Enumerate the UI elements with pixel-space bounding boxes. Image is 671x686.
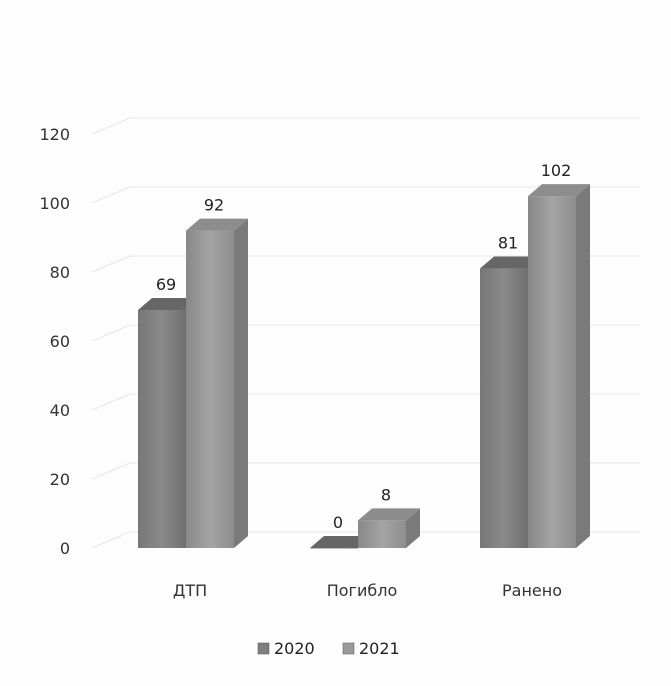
y-tick-label: 80 xyxy=(50,263,70,282)
data-label: 69 xyxy=(156,275,176,294)
gridline-side-20 xyxy=(91,462,131,480)
bar-front xyxy=(138,309,186,548)
data-label: 102 xyxy=(541,161,572,180)
bar-top xyxy=(480,256,542,269)
x-tick-label: Ранено xyxy=(502,581,562,600)
bar-2021-2 xyxy=(528,184,590,548)
bar-side xyxy=(576,184,590,548)
bar-front xyxy=(186,230,234,548)
bar-top xyxy=(358,508,420,521)
data-label: 92 xyxy=(204,196,224,215)
x-axis: ДТП Погибло Ранено xyxy=(173,581,562,600)
bars xyxy=(138,184,590,549)
x-tick-label: Погибло xyxy=(327,581,398,600)
bar-front xyxy=(480,268,528,548)
x-tick-label: ДТП xyxy=(173,581,207,600)
legend-label-2020: 2020 xyxy=(274,639,315,658)
y-tick-label: 60 xyxy=(50,332,70,351)
bar-front xyxy=(528,196,576,548)
bar-side xyxy=(406,508,420,548)
gridline-side-60 xyxy=(91,324,131,342)
data-label: 8 xyxy=(381,485,391,504)
y-tick-label: 100 xyxy=(39,194,70,213)
gridline-side-100 xyxy=(91,186,131,204)
bar-2021-0 xyxy=(186,218,248,548)
legend-swatch-2020 xyxy=(257,642,270,655)
bar-top xyxy=(310,536,372,548)
legend: 2020 2021 xyxy=(257,639,400,658)
gridline-side-40 xyxy=(91,393,131,411)
bar-2020-1 xyxy=(310,536,372,549)
gridline-side-0 xyxy=(91,531,131,549)
bar-top xyxy=(186,218,248,231)
data-label: 0 xyxy=(333,513,343,532)
gridline-side-120 xyxy=(91,117,131,135)
bar-front xyxy=(358,520,406,548)
y-axis: 0 20 40 60 80 100 120 xyxy=(39,125,70,558)
legend-swatch-2021 xyxy=(342,642,355,655)
legend-label-2021: 2021 xyxy=(359,639,400,658)
data-label: 81 xyxy=(498,234,518,253)
y-tick-label: 20 xyxy=(50,470,70,489)
data-labels: 69 92 0 8 81 102 xyxy=(156,161,571,532)
bar-2021-1 xyxy=(358,508,420,548)
y-tick-label: 120 xyxy=(39,125,70,144)
bar-side xyxy=(234,218,248,548)
bar-front xyxy=(310,548,358,549)
bar-top xyxy=(138,297,200,310)
gridline-side-80 xyxy=(91,255,131,273)
y-tick-label: 40 xyxy=(50,401,70,420)
bar-top xyxy=(528,184,590,197)
y-tick-label: 0 xyxy=(60,539,70,558)
